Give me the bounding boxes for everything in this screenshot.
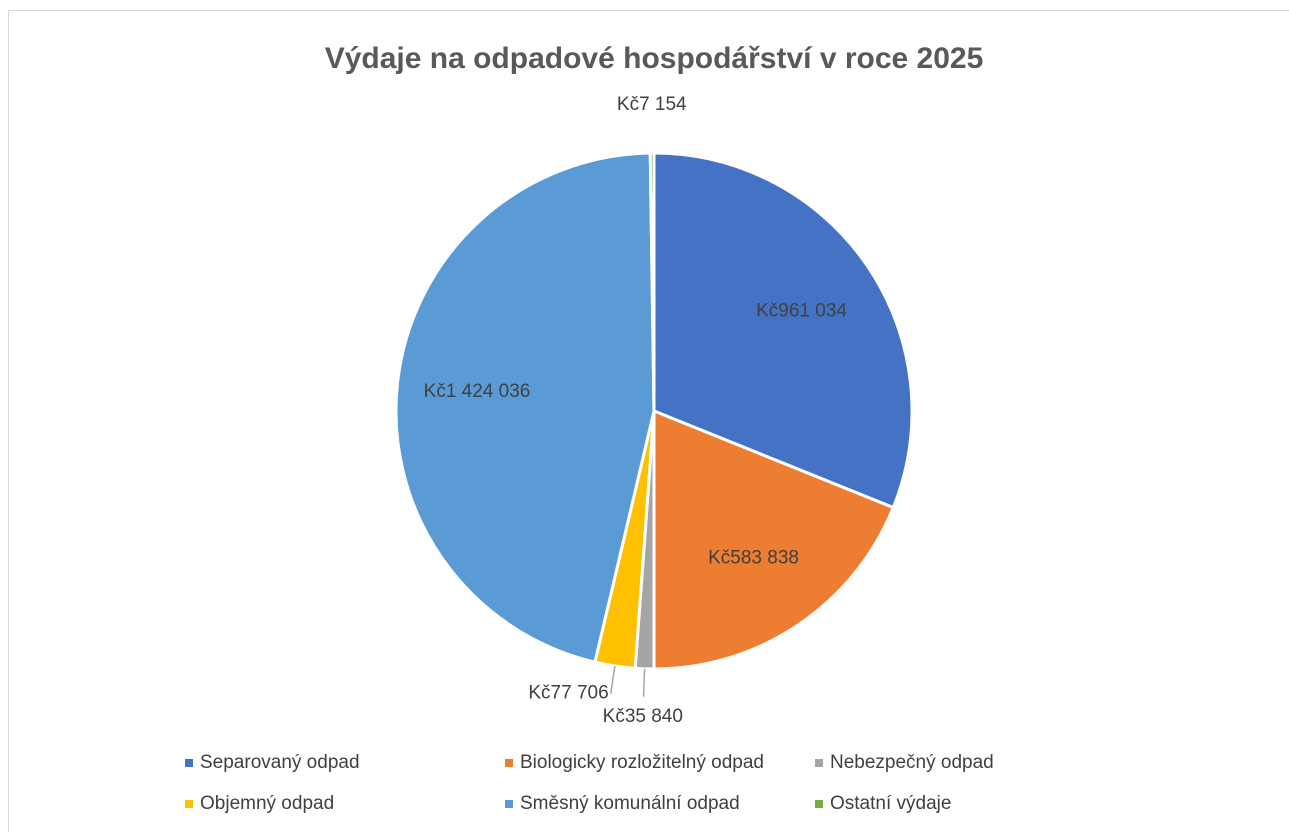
legend-label: Ostatní výdaje [830,793,951,814]
legend-label: Biologicky rozložitelný odpad [520,752,764,773]
legend-label: Směsný komunální odpad [520,793,740,814]
leader-line [642,668,646,697]
pie-slice [394,151,656,664]
legend-swatch [505,759,513,767]
legend-swatch [815,759,823,767]
legend-label: Objemný odpad [200,793,334,814]
data-label: Kč7 154 [617,94,687,115]
data-label: Kč961 034 [756,300,847,321]
pie-slice [652,408,896,671]
data-label: Kč583 838 [708,548,799,569]
legend-label: Separovaný odpad [200,752,360,773]
legend-swatch [815,800,823,808]
legend-swatch [185,759,193,767]
data-label: Kč1 424 036 [424,381,531,402]
pie-slice [648,151,656,412]
legend-swatch [185,800,193,808]
leader-line [609,665,616,694]
legend-label: Nebezpečný odpad [830,752,994,773]
pie-slice [652,151,914,510]
data-label: Kč77 706 [528,683,608,704]
chart-title: Výdaje na odpadové hospodářství v roce 2… [325,42,984,75]
legend-swatch [505,800,513,808]
data-label: Kč35 840 [603,706,683,727]
